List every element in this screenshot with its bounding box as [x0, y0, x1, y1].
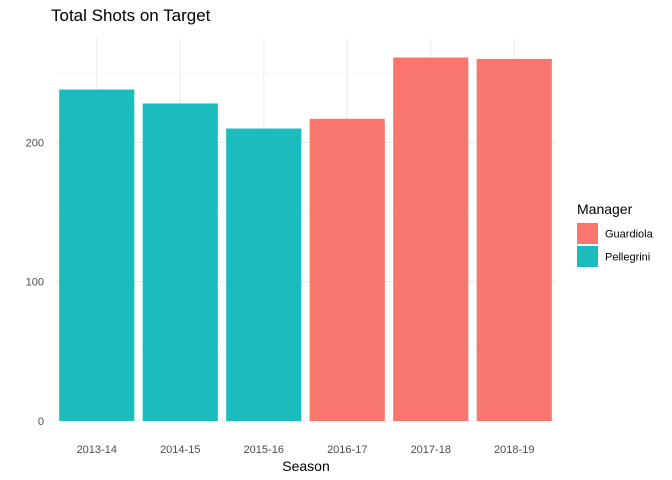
bar-2015-16 [226, 128, 302, 421]
bars [59, 57, 552, 422]
x-tick-label: 2014-15 [160, 444, 200, 456]
bar-2013-14 [59, 89, 135, 421]
chart-title: Total Shots on Target [51, 6, 211, 25]
bar-2018-19 [476, 58, 552, 422]
x-tick-label: 2013-14 [77, 444, 117, 456]
x-tick-label: 2018-19 [494, 444, 534, 456]
x-tick-label: 2016-17 [327, 444, 367, 456]
x-axis-title: Season [282, 458, 329, 474]
x-tick-label: 2015-16 [244, 444, 284, 456]
bar-2017-18 [393, 57, 469, 422]
legend-key-pellegrini [577, 246, 598, 267]
bar-2014-15 [142, 103, 218, 421]
bar-2016-17 [309, 118, 385, 421]
x-tick-labels: 2013-14 2014-15 2015-16 2016-17 2017-18 2018-… [77, 444, 535, 456]
legend-title: Manager [577, 201, 633, 217]
y-tick-label: 0 [38, 416, 44, 428]
y-tick-labels: 0 100 200 [26, 137, 44, 428]
legend-label-guardiola: Guardiola [605, 229, 654, 241]
legend-label-pellegrini: Pellegrini [605, 252, 650, 264]
legend-key-guardiola [577, 223, 598, 244]
x-tick-label: 2017-18 [411, 444, 451, 456]
y-tick-label: 200 [26, 137, 44, 149]
legend: Manager Guardiola Pellegrini [577, 201, 654, 267]
y-tick-label: 100 [26, 277, 44, 289]
